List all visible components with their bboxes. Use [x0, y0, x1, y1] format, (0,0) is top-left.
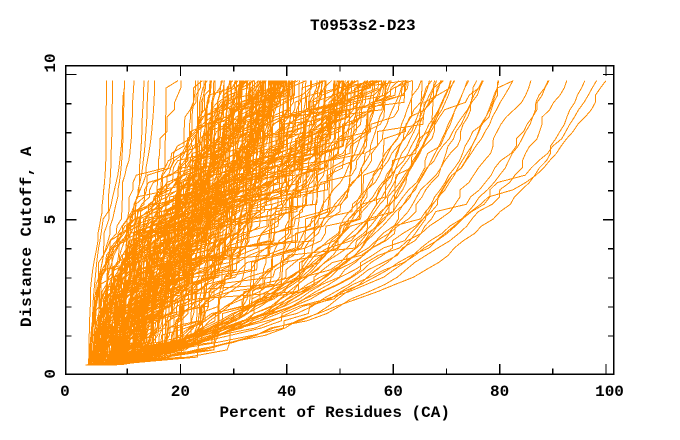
svg-text:10: 10	[42, 53, 60, 72]
svg-text:80: 80	[490, 383, 509, 401]
svg-text:T0953s2-D23: T0953s2-D23	[310, 17, 416, 35]
svg-text:Distance Cutoff, A: Distance Cutoff, A	[18, 146, 36, 327]
svg-text:100: 100	[595, 383, 624, 401]
svg-text:40: 40	[277, 383, 296, 401]
svg-text:20: 20	[171, 383, 190, 401]
svg-text:60: 60	[384, 383, 403, 401]
svg-text:Percent of Residues (CA): Percent of Residues (CA)	[220, 404, 450, 422]
svg-text:0: 0	[60, 383, 70, 401]
svg-text:0: 0	[42, 369, 60, 379]
svg-text:5: 5	[42, 215, 60, 225]
